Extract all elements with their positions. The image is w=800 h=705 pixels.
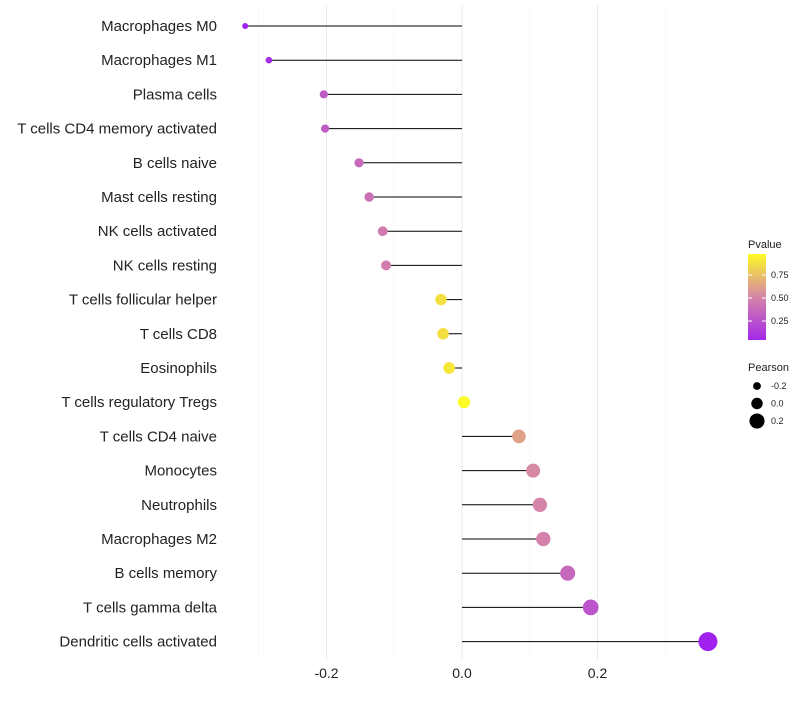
lollipop-point xyxy=(512,429,526,444)
y-tick-label: T cells gamma delta xyxy=(83,599,218,616)
lollipop-point xyxy=(582,599,599,616)
lollipop-point xyxy=(319,90,328,99)
y-tick-label: Mast cells resting xyxy=(101,189,217,206)
y-tick-label: T cells CD4 naive xyxy=(100,428,217,445)
x-tick-label: 0.2 xyxy=(588,665,608,681)
y-tick-label: Monocytes xyxy=(144,463,217,480)
lollipop-point xyxy=(354,158,364,168)
lollipop-point xyxy=(532,497,548,512)
y-tick-label: NK cells activated xyxy=(98,223,217,240)
size-legend-title: Pearson xyxy=(748,362,789,374)
lollipop-point xyxy=(364,192,374,202)
y-tick-label: B cells naive xyxy=(133,155,217,172)
y-tick-label: Eosinophils xyxy=(140,360,217,377)
color-legend-label: 0.50 xyxy=(771,293,789,303)
lollipop-point xyxy=(698,632,718,652)
color-bar xyxy=(748,254,766,340)
lollipop-point xyxy=(377,226,388,237)
lollipop-point xyxy=(536,531,551,547)
lollipop-point xyxy=(435,293,447,306)
lollipop-point xyxy=(242,23,249,29)
size-legend-label: 0.0 xyxy=(771,399,784,409)
color-legend-title: Pvalue xyxy=(748,239,782,251)
y-tick-label: Dendritic cells activated xyxy=(59,634,217,651)
y-tick-label: T cells CD8 xyxy=(140,326,217,343)
size-legend-point xyxy=(749,413,765,429)
y-tick-label: Macrophages M2 xyxy=(101,531,217,548)
size-legend-point xyxy=(751,397,763,410)
y-tick-label: T cells regulatory Tregs xyxy=(61,394,217,411)
y-tick-label: T cells CD4 memory activated xyxy=(17,121,217,138)
y-tick-label: B cells memory xyxy=(114,565,217,582)
y-tick-label: Neutrophils xyxy=(141,497,217,514)
lollipop-point xyxy=(437,328,449,340)
x-tick-label: -0.2 xyxy=(314,665,338,681)
lollipop-point xyxy=(443,362,455,374)
size-legend-point xyxy=(753,382,761,390)
y-tick-label: NK cells resting xyxy=(113,257,217,274)
color-legend-label: 0.25 xyxy=(771,316,789,326)
lollipop-point xyxy=(381,260,392,271)
lollipop-point xyxy=(560,565,576,581)
y-tick-label: Plasma cells xyxy=(133,86,217,103)
lollipop-point xyxy=(265,56,273,64)
x-tick-label: 0.0 xyxy=(452,665,472,681)
lollipop-point xyxy=(526,463,541,478)
color-legend-label: 0.75 xyxy=(771,270,789,280)
size-legend-label: 0.2 xyxy=(771,416,784,426)
y-tick-label: Macrophages M0 xyxy=(101,18,217,35)
y-tick-label: T cells follicular helper xyxy=(69,292,217,309)
lollipop-point xyxy=(321,124,330,133)
y-tick-label: Macrophages M1 xyxy=(101,52,217,69)
size-legend-label: -0.2 xyxy=(771,381,787,391)
lollipop-point xyxy=(457,396,471,409)
